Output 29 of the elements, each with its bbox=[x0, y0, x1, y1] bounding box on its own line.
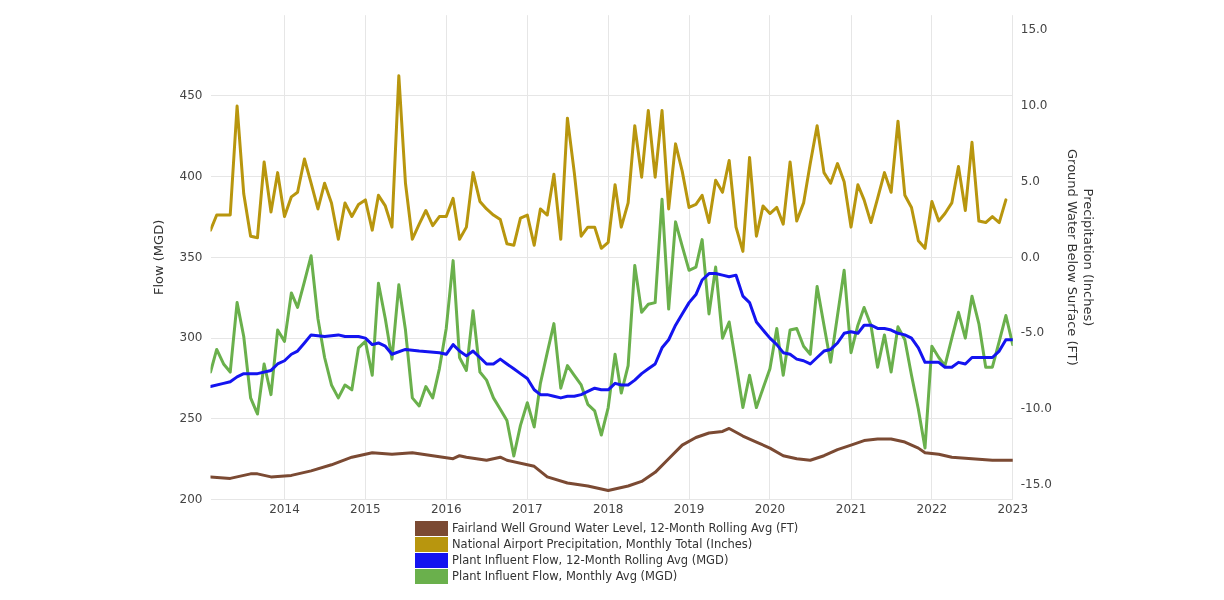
y2-axis-title: Precipitation (Inches) Ground Water Below Surface (FT) bbox=[1065, 149, 1096, 366]
x-tick-label: 2022 bbox=[916, 501, 948, 516]
y2-tick-label: -10.0 bbox=[1020, 400, 1052, 415]
x-tick-label: 2023 bbox=[997, 501, 1029, 516]
y-tick-label: 450 bbox=[179, 88, 203, 103]
legend-label: Fairland Well Ground Water Level, 12-Month Rolling Avg (FT) bbox=[452, 521, 799, 535]
y-tick-label: 300 bbox=[179, 330, 203, 345]
y-tick-label: 250 bbox=[179, 410, 203, 425]
y2-tick-label: 15.0 bbox=[1020, 22, 1048, 37]
y-tick-label: 200 bbox=[179, 491, 203, 506]
x-tick-label: 2021 bbox=[835, 501, 867, 516]
y2-tick-label: 0.0 bbox=[1020, 249, 1040, 264]
x-tick-label: 2018 bbox=[592, 501, 624, 516]
y-tick-label: 350 bbox=[179, 249, 203, 264]
y2-tick-label: -15.0 bbox=[1020, 476, 1052, 491]
x-tick-label: 2016 bbox=[430, 501, 462, 516]
x-tick-label: 2020 bbox=[754, 501, 786, 516]
y2-tick-label: 5.0 bbox=[1020, 173, 1040, 188]
x-tick-label: 2014 bbox=[269, 501, 300, 516]
x-tick-label: 2017 bbox=[512, 501, 543, 516]
y-tick-label: 400 bbox=[179, 168, 203, 183]
x-tick-label: 2015 bbox=[350, 501, 381, 516]
legend-label: Plant Influent Flow, Monthly Avg (MGD) bbox=[452, 569, 678, 583]
legend-label: Plant Influent Flow, 12-Month Rolling Avg (MGD) bbox=[452, 553, 729, 567]
legend-label: National Airport Precipitation, Monthly Total (Inches) bbox=[452, 537, 753, 551]
y2-tick-label: 10.0 bbox=[1020, 98, 1048, 113]
y2-tick-label: -5.0 bbox=[1020, 325, 1045, 340]
x-tick-label: 2019 bbox=[673, 501, 705, 516]
y-axis-title: Flow (MGD) bbox=[151, 219, 167, 296]
